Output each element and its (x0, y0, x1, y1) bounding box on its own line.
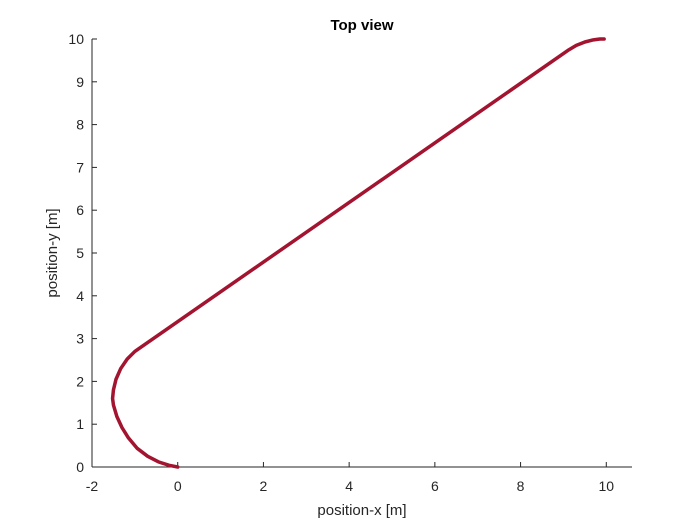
x-tick-label: 2 (260, 478, 268, 494)
y-tick-label: 4 (76, 288, 84, 304)
axes (91, 39, 632, 468)
series-layer (110, 37, 606, 469)
x-tick-label: -2 (86, 478, 99, 494)
x-axis-label: position-x [m] (317, 502, 406, 519)
y-tick-label: 1 (76, 416, 84, 432)
chart-title: Top view (330, 17, 393, 34)
y-tick-label: 0 (76, 459, 84, 475)
y-tick-label: 6 (76, 202, 84, 218)
x-tick-label: 6 (431, 478, 439, 494)
y-tick-label: 2 (76, 373, 84, 389)
y-tick-label: 3 (76, 331, 84, 347)
y-ticks: 0 1 2 3 4 5 6 7 8 9 10 (68, 31, 97, 475)
x-tick-label: 8 (517, 478, 525, 494)
y-tick-label: 8 (76, 117, 84, 133)
y-tick-label: 7 (76, 159, 84, 175)
y-tick-label: 10 (68, 31, 84, 47)
y-axis-label: position-y [m] (44, 208, 61, 297)
trajectory-line (110, 37, 606, 469)
x-tick-label: 0 (174, 478, 182, 494)
x-ticks: -2 0 2 4 6 8 10 (86, 462, 614, 494)
x-tick-label: 4 (345, 478, 353, 494)
x-tick-label: 10 (598, 478, 614, 494)
y-tick-label: 5 (76, 245, 84, 261)
y-tick-label: 9 (76, 74, 84, 90)
